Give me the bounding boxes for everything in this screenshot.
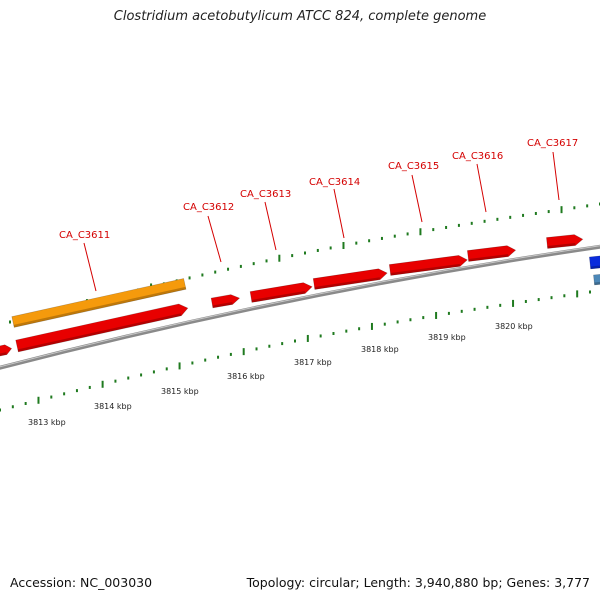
leader-line-4 [333, 188, 345, 239]
gene-arrow-shade-7 [390, 263, 461, 276]
gene-arrow-shade-6 [314, 277, 381, 290]
label-leader-lines [83, 151, 560, 292]
gene-arrow-6 [312, 268, 388, 290]
gene-label-ca-c3614: CA_C3614 [309, 177, 360, 188]
gene-arrow-11 [593, 273, 600, 286]
gene-arrow-shade-10 [590, 265, 600, 269]
leader-line-1 [83, 242, 97, 292]
scale-label-3813: 3813 kbp [28, 418, 66, 427]
gene-arrow-8 [466, 245, 517, 262]
leader-line-7 [552, 151, 560, 201]
gene-arrow-shade-5 [251, 291, 306, 303]
leader-line-3 [264, 201, 277, 251]
gene-label-ca-c3616: CA_C3616 [452, 151, 503, 162]
scale-label-3818: 3818 kbp [361, 345, 399, 354]
leader-line-6 [476, 163, 487, 213]
leader-line-5 [411, 174, 423, 223]
gene-arrow-1 [15, 303, 189, 353]
genome-backbone-highlight [0, 245, 600, 368]
accession-text: Accession: NC_003030 [10, 575, 153, 590]
gene-arrow-4 [210, 294, 241, 309]
gene-arrow-shade-4 [212, 301, 233, 308]
gene-label-ca-c3617: CA_C3617 [527, 138, 578, 149]
gene-arrow-shade-11 [594, 281, 600, 285]
genome-backbone [0, 244, 600, 370]
gene-arrow-9 [546, 234, 584, 249]
leader-line-2 [207, 215, 222, 263]
gene-label-ca-c3613: CA_C3613 [240, 189, 291, 200]
gene-labels: CA_C3611 CA_C3612 CA_C3613 CA_C3614 CA_C… [59, 138, 578, 241]
gene-arrow-shade-3 [13, 286, 187, 328]
scale-label-3817: 3817 kbp [294, 358, 332, 367]
gene-arrow-5 [249, 282, 313, 303]
gene-label-ca-c3612: CA_C3612 [183, 202, 234, 213]
scale-label-3820: 3820 kbp [495, 322, 533, 331]
genome-summary-text: Topology: circular; Length: 3,940,880 bp… [246, 575, 590, 590]
gene-arrow-3 [11, 278, 187, 328]
gene-arrow-shade-9 [547, 243, 576, 249]
scale-label-3815: 3815 kbp [161, 387, 199, 396]
gene-features [0, 234, 600, 358]
map-title: Clostridium acetobutylicum ATCC 824, com… [113, 9, 487, 24]
gene-arrow-shade-2 [0, 352, 7, 357]
gene-arrow-shade-8 [468, 254, 509, 262]
gene-arrow-shade-1 [17, 313, 182, 352]
gene-label-ca-c3611: CA_C3611 [59, 230, 110, 241]
gene-arrow-7 [388, 255, 468, 276]
scale-labels: 3813 kbp 3814 kbp 3815 kbp 3816 kbp 3817… [28, 322, 533, 427]
lower-tick-ring [0, 290, 591, 412]
scale-label-3814: 3814 kbp [94, 402, 132, 411]
gene-arrow-10 [589, 255, 600, 270]
scale-label-3816: 3816 kbp [227, 372, 265, 381]
scale-label-3819: 3819 kbp [428, 333, 466, 342]
gene-label-ca-c3615: CA_C3615 [388, 161, 439, 172]
gene-arrow-2 [0, 344, 13, 358]
